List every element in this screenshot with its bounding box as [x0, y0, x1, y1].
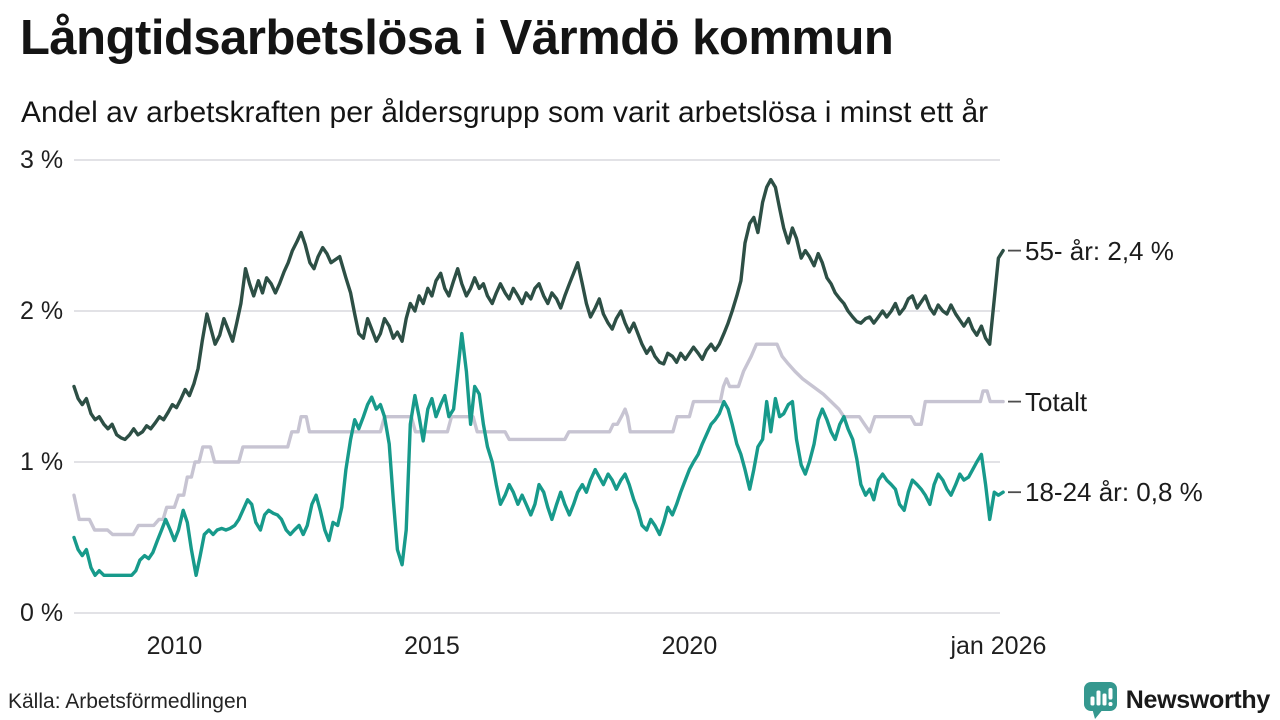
x-axis-tick-label-2010: 2010: [146, 632, 203, 660]
y-axis-tick-label-1: 1 %: [20, 448, 64, 476]
x-axis-tick-label-2015: 2015: [404, 632, 460, 660]
x-axis-tick-label-2026: jan 2026: [950, 632, 1047, 660]
y-axis-tick-label-0: 0 %: [20, 599, 64, 627]
page-subtitle: Andel av arbetskraften per åldersgrupp s…: [21, 96, 989, 129]
newsworthy-logo-icon: [1083, 682, 1117, 719]
newsworthy-logo: Newsworthy: [1082, 680, 1270, 720]
y-axis-tick-label-3: 3 %: [20, 146, 64, 174]
y-axis-tick-label-2: 2 %: [20, 297, 64, 325]
x-axis-tick-label-2020: 2020: [661, 632, 718, 660]
series-annotation-55-r: 55- år: 2,4 %: [1025, 235, 1174, 266]
series-line-Totalt: [72, 342, 1005, 537]
series-annotation-18-24-r: 18-24 år: 0,8 %: [1025, 477, 1203, 508]
series-line-18-24-r: [72, 331, 1005, 577]
newsworthy-wordmark: Newsworthy: [1125, 685, 1271, 714]
page-title: Långtidsarbetslösa i Värmdö kommun: [20, 11, 894, 65]
source-note: Källa: Arbetsförmedlingen: [8, 690, 248, 713]
series-annotation-Totalt: Totalt: [1025, 386, 1088, 417]
series-line-55-r: [72, 177, 1005, 442]
